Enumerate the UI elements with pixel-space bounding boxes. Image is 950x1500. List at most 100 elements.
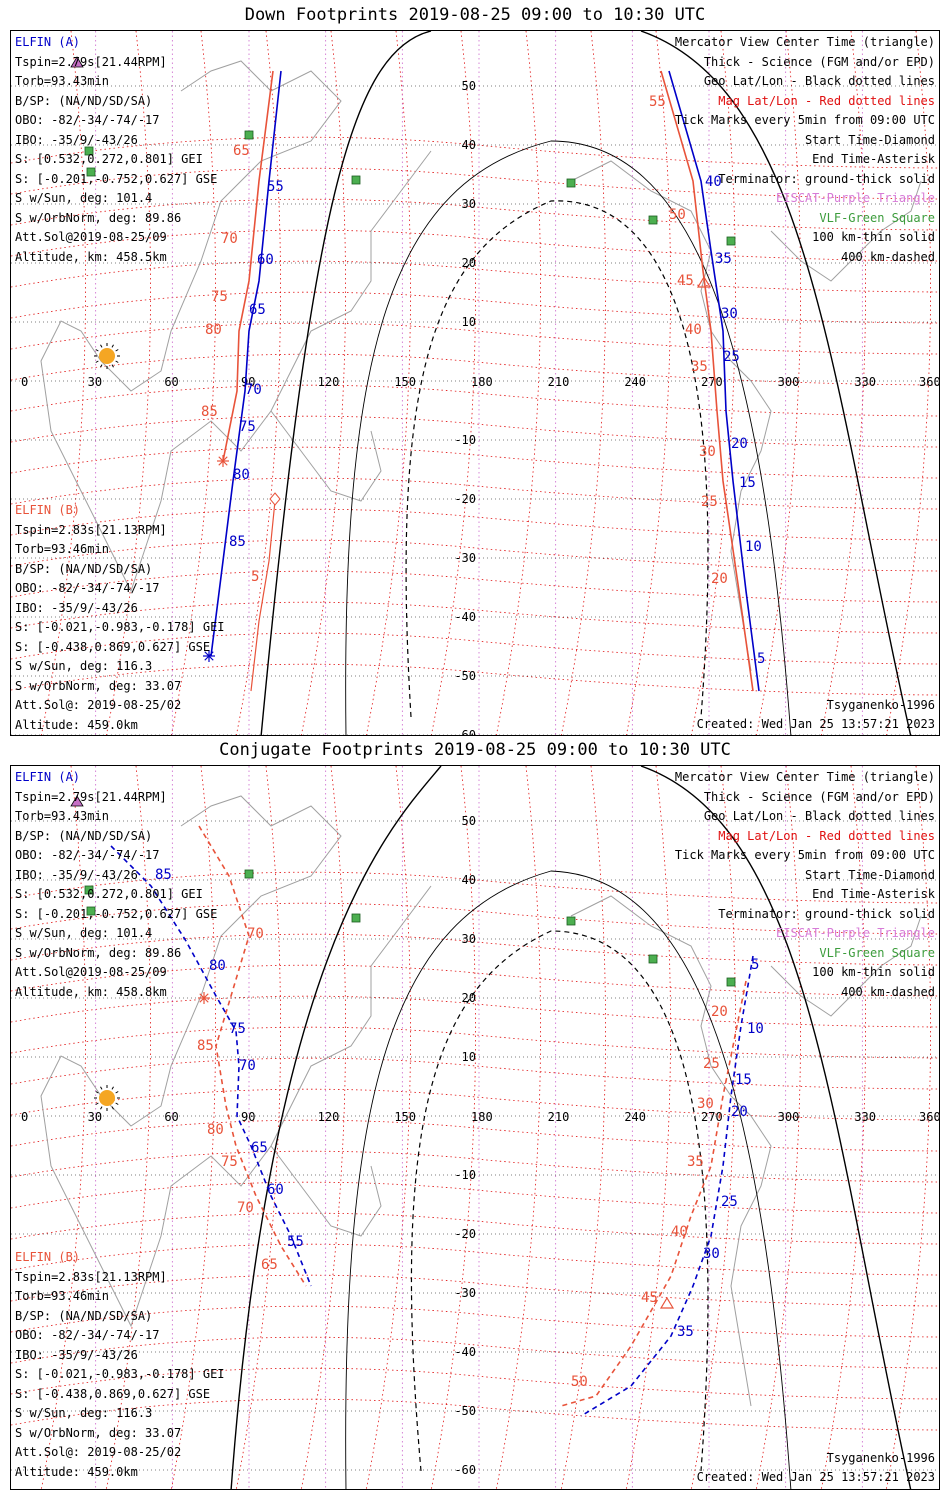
lat-tick-label: 50 — [462, 814, 476, 828]
end-asterisk-icon — [217, 455, 229, 467]
mag-lon-line — [170, 766, 216, 1489]
elfin-a-tick-label: 70 — [239, 1058, 256, 1074]
geo-grid — [11, 766, 939, 1489]
mag-lon-line — [820, 766, 866, 1489]
vlf-square-icon — [244, 869, 254, 879]
coastline — [570, 160, 772, 672]
elfin-a-tick-label: 85 — [155, 867, 172, 883]
mag-lat-line — [11, 1119, 939, 1152]
legend-item: Terminator: ground-thick solid — [718, 171, 935, 186]
lat-tick-label: -40 — [454, 610, 476, 624]
elfin-a-line: Torb=93.43min — [15, 809, 109, 823]
panel-title-down: Down Footprints 2019-08-25 09:00 to 10:3… — [244, 5, 706, 25]
elfin-a-info: ELFIN (A) Tspin=2.79s[21.44RPM] Torb=93.4… — [15, 768, 217, 1002]
elfin-b-tick-label: 50 — [571, 1374, 588, 1390]
vlf-square-icon — [86, 906, 96, 916]
footprint-400km — [405, 200, 709, 718]
sun-ray — [115, 349, 119, 352]
elfin-a-line: B/SP: (NA/ND/SD/SA) — [15, 93, 153, 108]
legend-item: Thick - Science (FGM and/or EPD) — [703, 789, 935, 804]
elfin-a-line: Torb=93.43min — [15, 74, 109, 88]
elfin-b-line: OBO: -82/-34/-74/-17 — [15, 581, 160, 595]
legend-item: 100 km-thin solid — [812, 230, 935, 244]
elfin-b-tick-label: 40 — [685, 322, 702, 338]
axis-ticks: 0 30 60 90 120 150 180 210 240 270 300 330 360 70 60 50… — [21, 766, 940, 1477]
elfin-a-track-east — [668, 70, 760, 692]
legend-item: Mercator View Center Time (triangle) — [674, 770, 935, 784]
elfin-a-lines: Tspin=2.79s[21.44RPM] Torb=93.43min B/SP: … — [15, 53, 217, 268]
elfin-b-tick-label: 75 — [211, 289, 228, 305]
elfin-a-line: Tspin=2.79s[21.44RPM] — [15, 54, 167, 69]
elfin-b-line: Torb=93.46min — [15, 1289, 109, 1303]
elfin-b-track-east — [560, 980, 747, 1407]
coastline — [40, 60, 432, 593]
legend-item: Geo Lat/Lon - Black dotted lines — [703, 809, 935, 823]
lat-tick-label: 10 — [462, 315, 476, 329]
legend-item: Tick Marks every 5min from 09:00 UTC — [674, 848, 935, 862]
mag-lat-line — [11, 1181, 939, 1214]
legend-item: End Time-Asterisk — [812, 152, 935, 166]
sun-ray — [95, 1102, 99, 1105]
legend-item: Start Time-Diamond — [804, 132, 935, 147]
legend-item: VLF-Green Square — [819, 945, 935, 960]
mag-lon-line — [300, 766, 346, 1489]
elfin-b-tick-label: 30 — [699, 444, 716, 460]
elfin-a-tick-label: 75 — [229, 1021, 246, 1037]
lat-tick-label: -10 — [454, 1168, 476, 1182]
lon-tick-label: 360 — [919, 1110, 940, 1124]
elfin-b-tick-label: 25 — [701, 494, 718, 510]
lon-tick-label: 270 — [701, 1110, 723, 1124]
coastline — [570, 895, 772, 1407]
created-label: Created: Wed Jan 25 13:57:21 2023 — [696, 717, 935, 731]
elfin-b-line: S w/OrbNorm, deg: 33.07 — [15, 678, 182, 693]
lon-tick-label: 210 — [548, 375, 570, 389]
center-time-triangle-icon — [696, 275, 712, 288]
sun-icon — [94, 343, 120, 369]
elfin-a-header: ELFIN (A) — [15, 35, 81, 49]
lon-tick-label: 180 — [471, 1110, 493, 1124]
elfin-a-track-west — [110, 845, 312, 1287]
lon-tick-label: 330 — [854, 1110, 876, 1124]
lon-tick-label: 240 — [624, 375, 646, 389]
elfin-b-tick-label: 70 — [237, 1200, 254, 1216]
footprint-100km — [345, 870, 792, 1489]
elfin-b-track-east — [660, 70, 754, 692]
elfin-b-tick-label: 70 — [247, 926, 264, 942]
elfin-a-line: Altitude, km: 458.5km — [15, 249, 167, 264]
lat-tick-label: -20 — [454, 492, 476, 506]
coastline — [270, 1145, 382, 1237]
elfin-b-line: OBO: -82/-34/-74/-17 — [15, 1328, 160, 1342]
mag-lon-line — [755, 31, 801, 735]
mag-lon-line — [755, 766, 801, 1489]
terminator-east — [640, 766, 912, 1489]
elfin-a-tick-label: 25 — [723, 349, 740, 365]
elfin-a-line: B/SP: (NA/ND/SD/SA) — [15, 828, 153, 843]
vlf-square-icon — [566, 178, 576, 188]
elfin-a-line: S: [0.532,0.272,0.801] GEI — [15, 152, 203, 166]
elfin-b-line: Att.Sol@: 2019-08-25/02 — [15, 698, 182, 712]
elfin-b-tick-label: 25 — [703, 1056, 720, 1072]
sun-ray — [100, 1086, 103, 1090]
lat-tick-label: -50 — [454, 669, 476, 683]
created-label: Created: Wed Jan 25 13:57:21 2023 — [696, 1470, 935, 1484]
elfin-b-header: ELFIN (B) — [15, 503, 81, 517]
footprint-400km — [410, 930, 709, 1472]
lon-tick-label: 150 — [394, 1110, 416, 1124]
elfin-a-tick-label: 55 — [267, 179, 284, 195]
sun-ray — [111, 344, 114, 348]
legend-item: End Time-Asterisk — [812, 887, 935, 901]
coastlines — [40, 60, 922, 672]
elfin-b-tick-label: 65 — [261, 1257, 278, 1273]
geo-grid — [11, 31, 939, 735]
elfin-b-line: Tspin=2.83s[21.13RPM] — [15, 1269, 167, 1284]
vlf-square-icon — [351, 913, 361, 923]
end-asterisk-icon — [203, 650, 215, 662]
mag-lon-line — [300, 31, 346, 735]
sun-ray — [111, 1086, 114, 1090]
end-asterisk-icon — [198, 992, 210, 1004]
sun-ray — [100, 364, 103, 368]
elfin-a-tick-label: 35 — [677, 1324, 694, 1340]
lon-tick-label: 360 — [919, 375, 940, 389]
terminator — [260, 31, 912, 735]
terminator — [230, 766, 912, 1489]
